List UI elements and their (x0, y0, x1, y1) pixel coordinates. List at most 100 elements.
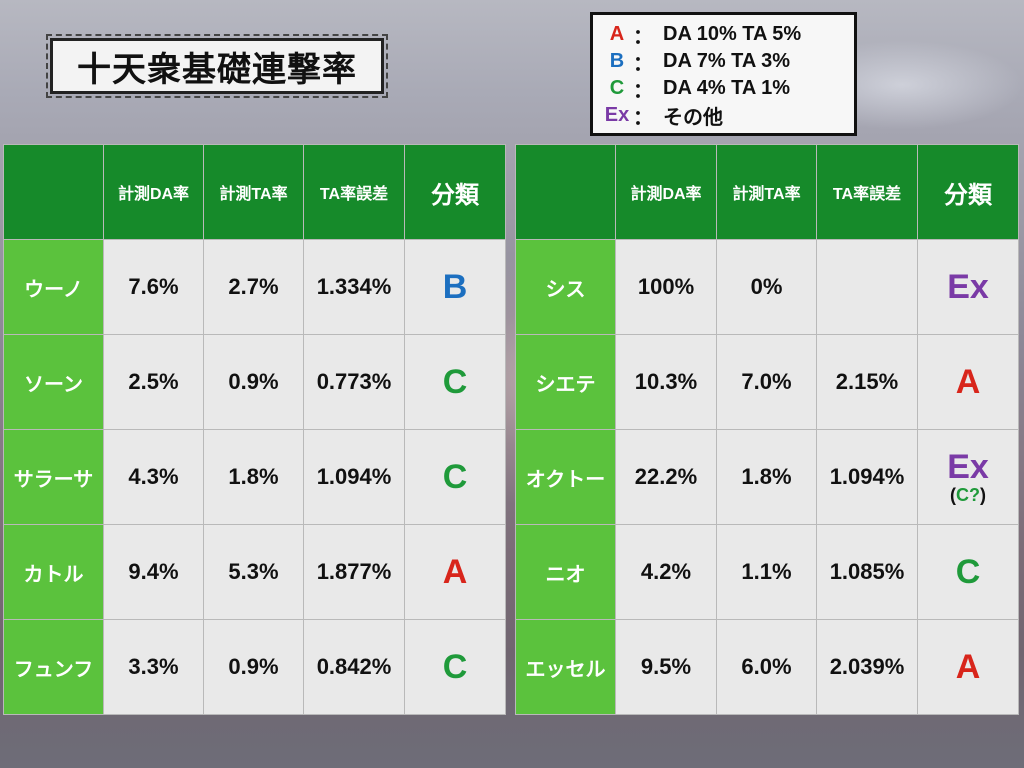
table-header-row: 計測DA率 計測TA率 TA率誤差 分類 (515, 144, 1019, 240)
legend-colon: ： (633, 80, 653, 102)
legend-key: C (609, 77, 625, 99)
row-class: A (404, 524, 506, 620)
header-blank (3, 144, 104, 240)
class-badge: A (955, 362, 981, 401)
legend-key: Ex (604, 104, 630, 126)
row-name: シエテ (515, 334, 616, 430)
class-badge: A (955, 647, 981, 686)
class-note-open: ( (950, 485, 956, 505)
legend-desc: DA 4% TA 1% (663, 77, 791, 99)
row-da: 2.5% (103, 334, 204, 430)
table-row: サラーサ 4.3% 1.8% 1.094% C (3, 429, 506, 525)
row-err: 0.842% (303, 619, 405, 715)
row-da: 4.2% (615, 524, 717, 620)
row-da: 7.6% (103, 239, 204, 335)
row-class: Ex (917, 239, 1019, 335)
legend-colon: ： (633, 26, 653, 48)
legend-colon: ： (633, 53, 653, 75)
class-note-close: ) (980, 485, 986, 505)
header-err: TA率誤差 (816, 144, 918, 240)
row-da: 3.3% (103, 619, 204, 715)
row-name: シス (515, 239, 616, 335)
left-table: 計測DA率 計測TA率 TA率誤差 分類 ウーノ 7.6% 2.7% 1.334… (3, 144, 506, 715)
legend-colon: ： (633, 107, 653, 129)
table-row: ソーン 2.5% 0.9% 0.773% C (3, 334, 506, 430)
row-err: 2.15% (816, 334, 918, 430)
row-name: フュンフ (3, 619, 104, 715)
row-class: A (917, 334, 1019, 430)
row-err (816, 239, 918, 335)
row-da: 10.3% (615, 334, 717, 430)
legend-desc: その他 (663, 107, 723, 129)
legend-desc: DA 7% TA 3% (663, 50, 791, 72)
row-err: 1.094% (816, 429, 918, 525)
table-row: エッセル 9.5% 6.0% 2.039% A (515, 619, 1019, 715)
legend-key: A (609, 23, 625, 45)
row-class: C (917, 524, 1019, 620)
row-err: 1.094% (303, 429, 405, 525)
row-class: C (404, 334, 506, 430)
row-class: A (917, 619, 1019, 715)
table-row: シス 100% 0% Ex (515, 239, 1019, 335)
header-ta: 計測TA率 (716, 144, 817, 240)
header-blank (515, 144, 616, 240)
row-class: B (404, 239, 506, 335)
row-ta: 2.7% (203, 239, 304, 335)
table-row: カトル 9.4% 5.3% 1.877% A (3, 524, 506, 620)
table-header-row: 計測DA率 計測TA率 TA率誤差 分類 (3, 144, 506, 240)
class-badge: Ex (947, 448, 989, 486)
header-da: 計測DA率 (615, 144, 717, 240)
class-note-value: C? (956, 485, 980, 505)
page-title: 十天衆基礎連撃率 (77, 49, 357, 90)
row-ta: 7.0% (716, 334, 817, 430)
row-err: 1.877% (303, 524, 405, 620)
legend-key: B (609, 50, 625, 72)
row-err: 1.085% (816, 524, 918, 620)
table-row: オクトー 22.2% 1.8% 1.094% Ex (C?) (515, 429, 1019, 525)
header-class: 分類 (917, 144, 1019, 240)
legend-row-ex: Ex ： その他 (601, 102, 844, 129)
row-class: C (404, 619, 506, 715)
class-badge: C (955, 552, 981, 591)
table-row: ニオ 4.2% 1.1% 1.085% C (515, 524, 1019, 620)
row-name: エッセル (515, 619, 616, 715)
table-row: シエテ 10.3% 7.0% 2.15% A (515, 334, 1019, 430)
header-class: 分類 (404, 144, 506, 240)
class-badge: C (442, 647, 468, 686)
row-err: 2.039% (816, 619, 918, 715)
row-ta: 1.8% (716, 429, 817, 525)
class-badge: B (442, 267, 468, 306)
row-err: 0.773% (303, 334, 405, 430)
row-da: 9.5% (615, 619, 717, 715)
title-box: 十天衆基礎連撃率 (46, 34, 388, 98)
row-ta: 6.0% (716, 619, 817, 715)
row-da: 9.4% (103, 524, 204, 620)
legend-row-b: B ： DA 7% TA 3% (601, 48, 844, 75)
legend-row-c: C ： DA 4% TA 1% (601, 75, 844, 102)
legend-row-a: A ： DA 10% TA 5% (601, 21, 844, 48)
table-row: ウーノ 7.6% 2.7% 1.334% B (3, 239, 506, 335)
class-badge: C (442, 362, 468, 401)
row-name: サラーサ (3, 429, 104, 525)
row-ta: 0% (716, 239, 817, 335)
class-badge: Ex (947, 267, 989, 306)
row-ta: 0.9% (203, 334, 304, 430)
row-da: 22.2% (615, 429, 717, 525)
row-class: Ex (C?) (917, 429, 1019, 525)
row-err: 1.334% (303, 239, 405, 335)
class-badge: C (442, 457, 468, 496)
header-ta: 計測TA率 (203, 144, 304, 240)
row-ta: 5.3% (203, 524, 304, 620)
header-err: TA率誤差 (303, 144, 405, 240)
class-note: (C?) (919, 485, 1018, 505)
row-da: 4.3% (103, 429, 204, 525)
legend: A ： DA 10% TA 5% B ： DA 7% TA 3% C ： DA … (590, 12, 857, 136)
row-name: ウーノ (3, 239, 104, 335)
row-name: カトル (3, 524, 104, 620)
row-ta: 1.1% (716, 524, 817, 620)
row-class: C (404, 429, 506, 525)
row-ta: 0.9% (203, 619, 304, 715)
row-da: 100% (615, 239, 717, 335)
row-ta: 1.8% (203, 429, 304, 525)
header-da: 計測DA率 (103, 144, 204, 240)
